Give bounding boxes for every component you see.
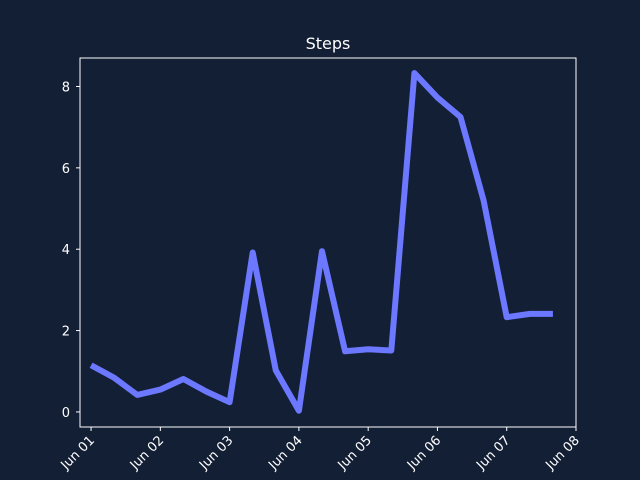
x-tick-label: Jun 05 — [335, 433, 375, 473]
x-tick-label: Jun 07 — [473, 433, 513, 473]
x-tick-label: Jun 01 — [58, 433, 98, 473]
y-tick-label: 6 — [62, 162, 70, 177]
x-tick-label: Jun 06 — [404, 433, 444, 473]
x-tick-label: Jun 04 — [265, 433, 305, 473]
axes-frame — [79, 57, 577, 428]
plot-area: 0 2 4 6 8 Jun 01 Jun 02 Jun 03 Jun 04 Jun 05 Jun 0… — [58, 57, 583, 474]
series-line-0 — [89, 70, 553, 414]
x-tick-label: Jun 08 — [543, 433, 583, 473]
y-tick-label: 8 — [62, 80, 70, 95]
chart-title: Steps — [306, 34, 351, 53]
y-tick-label: 4 — [62, 243, 70, 258]
x-tick-label: Jun 02 — [127, 433, 167, 473]
y-tick-label: 2 — [62, 325, 70, 340]
x-tick-label: Jun 03 — [196, 433, 236, 473]
y-tick-label: 0 — [62, 406, 70, 421]
